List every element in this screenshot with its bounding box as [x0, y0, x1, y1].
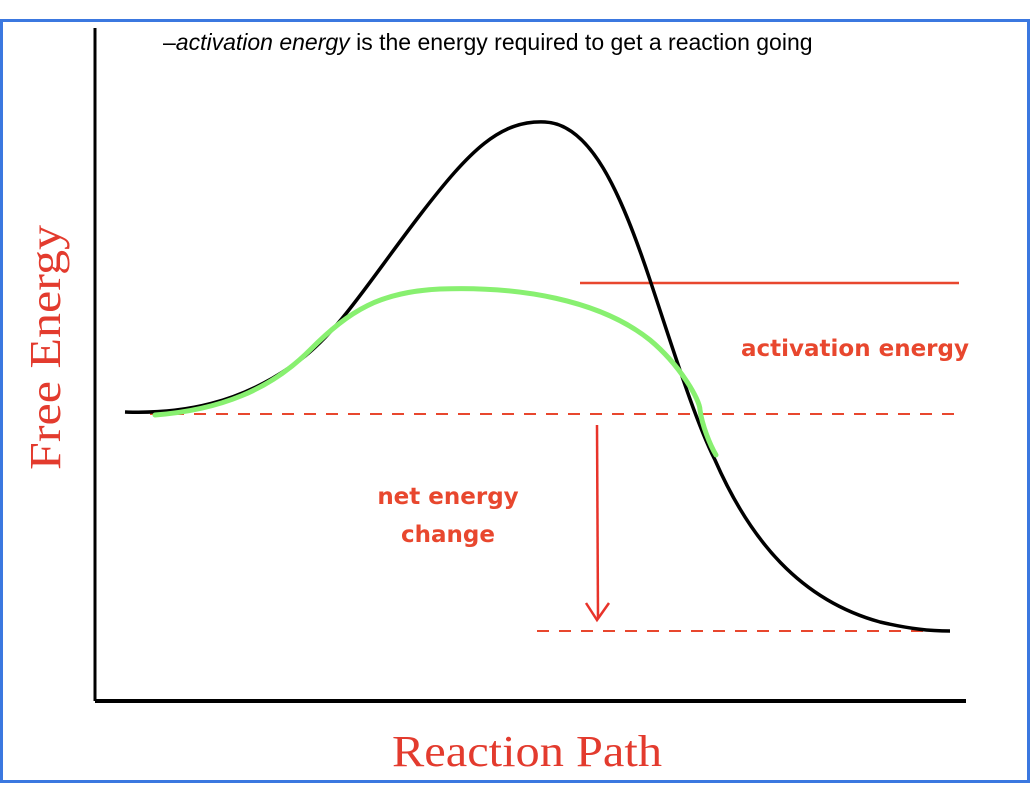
x-axis-title: Reaction Path	[392, 727, 662, 776]
net-energy-label-line1: net energy	[377, 484, 518, 510]
net-energy-label-line2: change	[401, 522, 495, 548]
slide-frame	[0, 19, 1030, 783]
net-energy-arrow	[595, 424, 600, 619]
caption: –activation energy is the energy require…	[163, 29, 813, 55]
uncatalyzed-reaction-curve	[124, 120, 951, 633]
activation-energy-label: activation energy	[741, 336, 969, 362]
y-axis-title: Free Energy	[21, 225, 70, 470]
catalyzed-reaction-curve	[152, 286, 719, 458]
arrow-head-icon	[584, 602, 611, 623]
